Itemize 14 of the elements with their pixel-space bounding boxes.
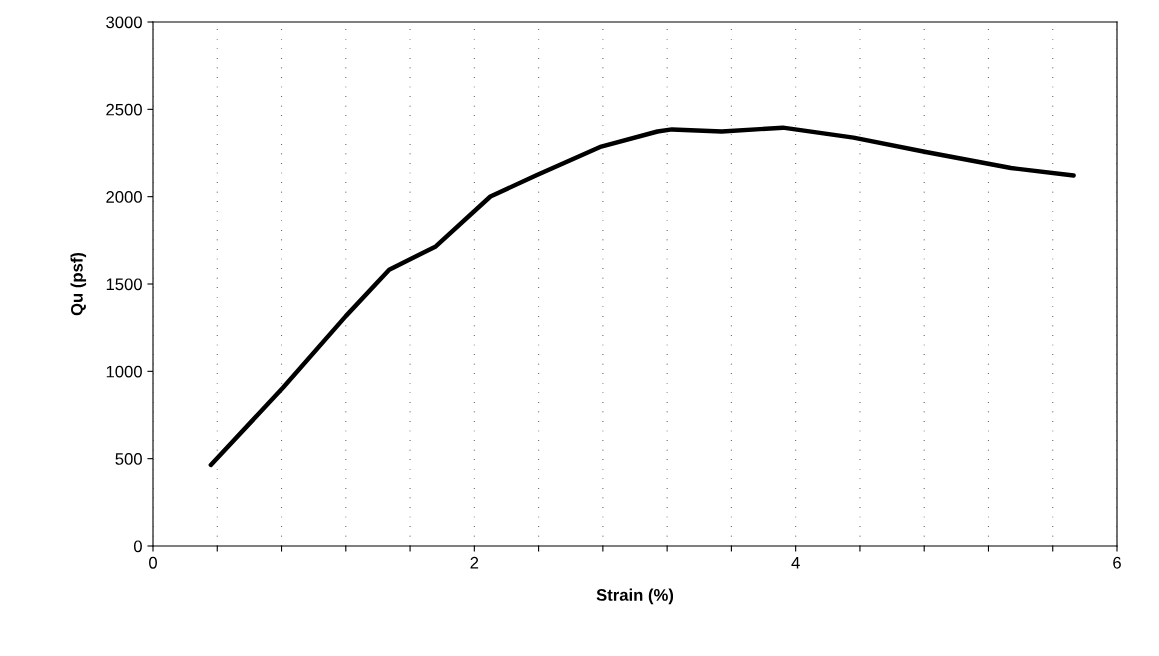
y-axis-title: Qu (psf) — [70, 252, 87, 316]
y-tick-label: 3000 — [106, 16, 142, 29]
line-series — [208, 125, 1076, 468]
y-tick-label: 1000 — [106, 365, 142, 378]
x-tick-label: 6 — [1113, 556, 1121, 569]
y-tick-label: 2000 — [106, 191, 142, 203]
y-tick-label: 0 — [133, 540, 142, 553]
y-tick-label: 500 — [115, 453, 142, 465]
x-axis-title: Strain (%) — [596, 588, 674, 605]
y-tick-label: 2500 — [106, 103, 142, 116]
y-tick-label: 1500 — [106, 278, 142, 291]
x-tick-label: 0 — [149, 556, 157, 569]
x-tick-label: 2 — [470, 556, 479, 569]
x-tick-label: 4 — [791, 557, 800, 569]
